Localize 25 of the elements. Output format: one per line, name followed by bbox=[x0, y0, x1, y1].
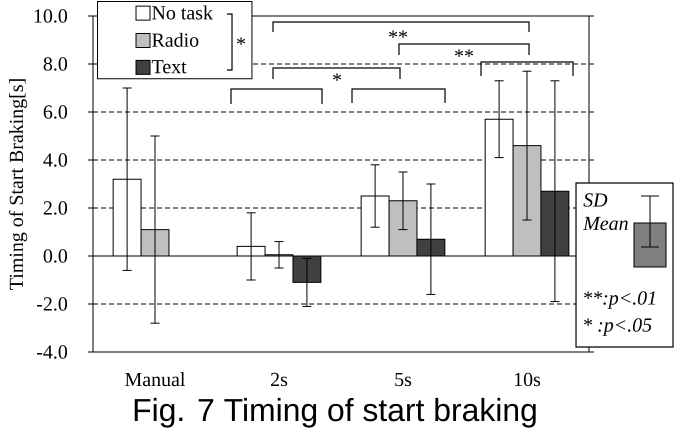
legend-label: Text bbox=[152, 60, 187, 74]
y-tick-label: 6.0 bbox=[44, 105, 68, 119]
annotation: * :p<.05 bbox=[584, 318, 652, 336]
x-tick-label: 5s bbox=[395, 372, 412, 386]
x-tick-label: Manual bbox=[125, 372, 186, 386]
x-tick-label: 2s bbox=[271, 372, 288, 386]
annotation: SD bbox=[583, 193, 608, 207]
annotation: **:p<.01 bbox=[584, 291, 655, 309]
y-tick-label: 2.0 bbox=[44, 201, 68, 215]
y-tick-label: -4.0 bbox=[36, 345, 68, 359]
annotation: ** bbox=[389, 30, 408, 38]
caption: Fig. 7 Timing of start braking bbox=[134, 398, 536, 428]
annotation: * bbox=[332, 73, 342, 81]
y-tick-label: 0.0 bbox=[44, 249, 68, 263]
annotation: Mean bbox=[582, 216, 628, 230]
annotation: ** bbox=[455, 49, 474, 57]
y-tick-label: 8.0 bbox=[44, 57, 68, 71]
annotation: * bbox=[236, 37, 246, 45]
legend-label: No task bbox=[152, 6, 213, 20]
x-tick-label: 10s bbox=[514, 372, 540, 386]
y-tick-label: 4.0 bbox=[43, 153, 68, 167]
y-tick-label: -2.0 bbox=[36, 297, 68, 311]
y-tick-label: 10.0 bbox=[34, 9, 68, 23]
legend-label: Radio bbox=[152, 32, 198, 47]
y-axis-title: Timing of Start Braking[s] bbox=[8, 79, 28, 290]
